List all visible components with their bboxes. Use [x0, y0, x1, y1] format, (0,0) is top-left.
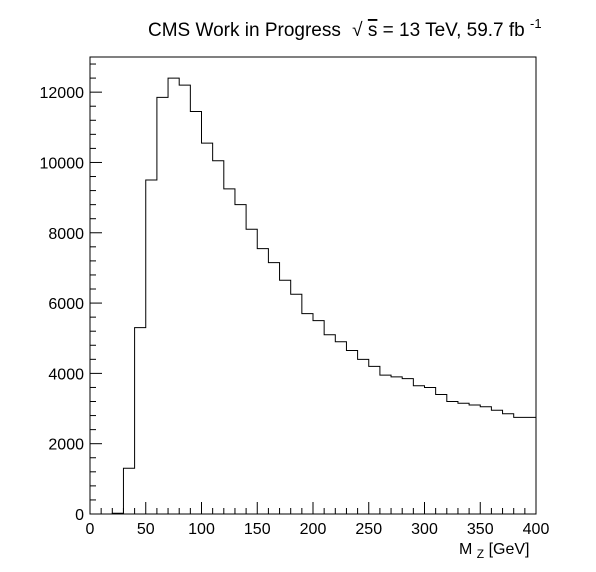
x-tick-label: 100	[188, 521, 215, 538]
histogram-bin	[123, 468, 134, 514]
x-tick-label: 250	[355, 521, 382, 538]
histogram-bin	[246, 229, 257, 514]
histogram-bin	[324, 335, 335, 514]
x-axis-label: M Z [GeV]	[459, 541, 529, 562]
histogram-bin	[346, 351, 357, 514]
x-axis-label-main: M	[459, 541, 472, 558]
histogram-bin	[235, 205, 246, 514]
histogram-bin	[447, 402, 458, 514]
histogram-bin	[358, 359, 369, 514]
histogram-bin	[313, 321, 324, 514]
histogram-bin	[402, 379, 413, 514]
histogram-bin	[302, 314, 313, 514]
x-tick-label: 50	[137, 521, 155, 538]
x-tick-label: 150	[244, 521, 271, 538]
histogram-bin	[179, 85, 190, 514]
x-tick-label: 0	[86, 521, 95, 538]
histogram-bin	[157, 97, 168, 514]
histogram-bin	[525, 417, 536, 514]
histogram-bin	[369, 366, 380, 514]
x-tick-label: 300	[411, 521, 438, 538]
histogram-bin	[458, 403, 469, 514]
histogram-bin	[503, 414, 514, 514]
histogram-outline	[90, 77, 536, 515]
histogram-bin	[291, 294, 302, 514]
histogram-bin	[480, 407, 491, 514]
chart-title: CMS Work in Progress √ s = 13 TeV, 59.7 …	[148, 16, 542, 41]
y-axis: 0 2000 4000 6000 8000 10000 12000	[40, 63, 102, 524]
histogram-series	[112, 78, 536, 514]
histogram-bin	[413, 386, 424, 514]
histogram-bin	[168, 78, 179, 514]
histogram-bin	[335, 342, 346, 514]
x-axis-label-unit: [GeV]	[489, 541, 530, 558]
x-tick-label: 350	[467, 521, 494, 538]
y-tick-label: 10000	[40, 155, 85, 172]
histogram-bin	[257, 249, 268, 514]
histogram-bin	[425, 387, 436, 514]
histogram-bin	[391, 377, 402, 514]
histogram-bin	[514, 417, 525, 514]
y-tick-label: 4000	[48, 366, 84, 383]
title-energy: = 13 TeV, 59.7 fb	[383, 20, 525, 41]
histogram-bin	[380, 375, 391, 514]
x-axis: 0 50 100 150 200 250 300 350 400	[86, 502, 550, 538]
x-tick-label: 400	[523, 521, 550, 538]
histogram-bin	[213, 161, 224, 514]
title-sqrt-symbol: √	[352, 20, 363, 41]
histogram-bin	[268, 263, 279, 514]
histogram-bin	[491, 410, 502, 514]
y-tick-label: 12000	[40, 85, 85, 102]
x-tick-label: 200	[300, 521, 327, 538]
histogram-bin	[202, 143, 213, 514]
y-tick-label: 8000	[48, 226, 84, 243]
histogram-bin	[224, 189, 235, 514]
histogram-bin	[146, 180, 157, 514]
histogram-bin	[436, 394, 447, 514]
histogram-bin	[135, 328, 146, 514]
title-prefix: CMS Work in Progress	[148, 20, 341, 41]
title-lumi-exponent: -1	[530, 16, 542, 31]
y-tick-label: 0	[75, 507, 84, 524]
title-sqrt-arg: s	[368, 20, 378, 41]
y-tick-label: 6000	[48, 296, 84, 313]
histogram-bin	[190, 111, 201, 514]
y-tick-label: 2000	[48, 437, 84, 454]
histogram-bin	[469, 405, 480, 514]
x-axis-label-sub: Z	[477, 547, 484, 561]
histogram-bin	[280, 280, 291, 514]
